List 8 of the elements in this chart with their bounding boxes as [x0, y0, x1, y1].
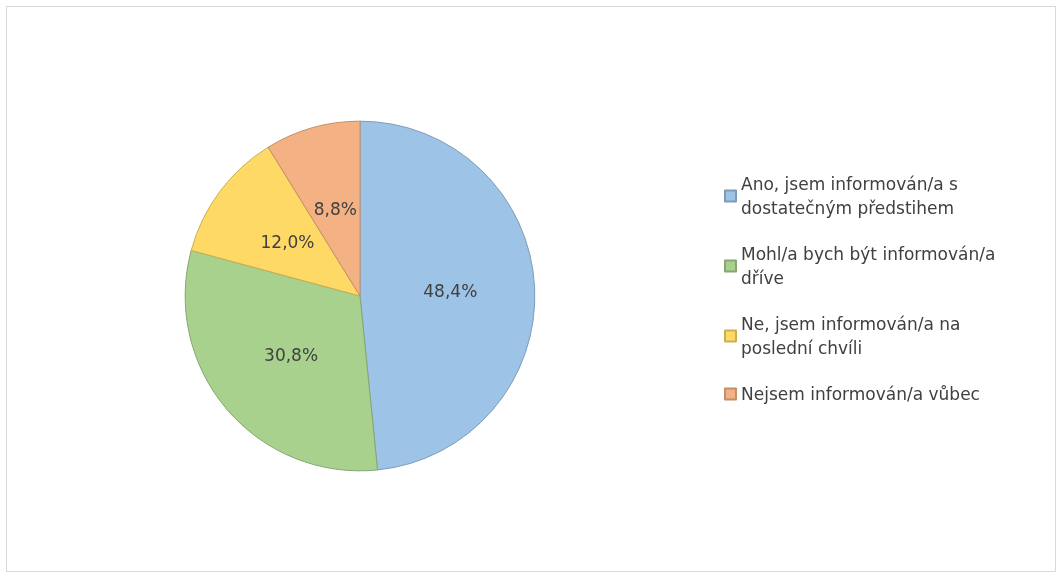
data-label: 30,8% — [264, 344, 319, 365]
data-label: 48,4% — [423, 281, 478, 302]
data-label: 8,8% — [313, 199, 357, 220]
legend-label: Mohl/a bych být informován/a dříve — [741, 244, 1001, 288]
legend-label: Ne, jsem informován/a na poslední chvíli — [741, 314, 966, 358]
legend-label: Ano, jsem informován/a s dostatečným předstihem — [741, 174, 964, 218]
data-label: 12,0% — [260, 231, 315, 252]
legend-label: Nejsem informován/a vůbec — [741, 384, 980, 404]
